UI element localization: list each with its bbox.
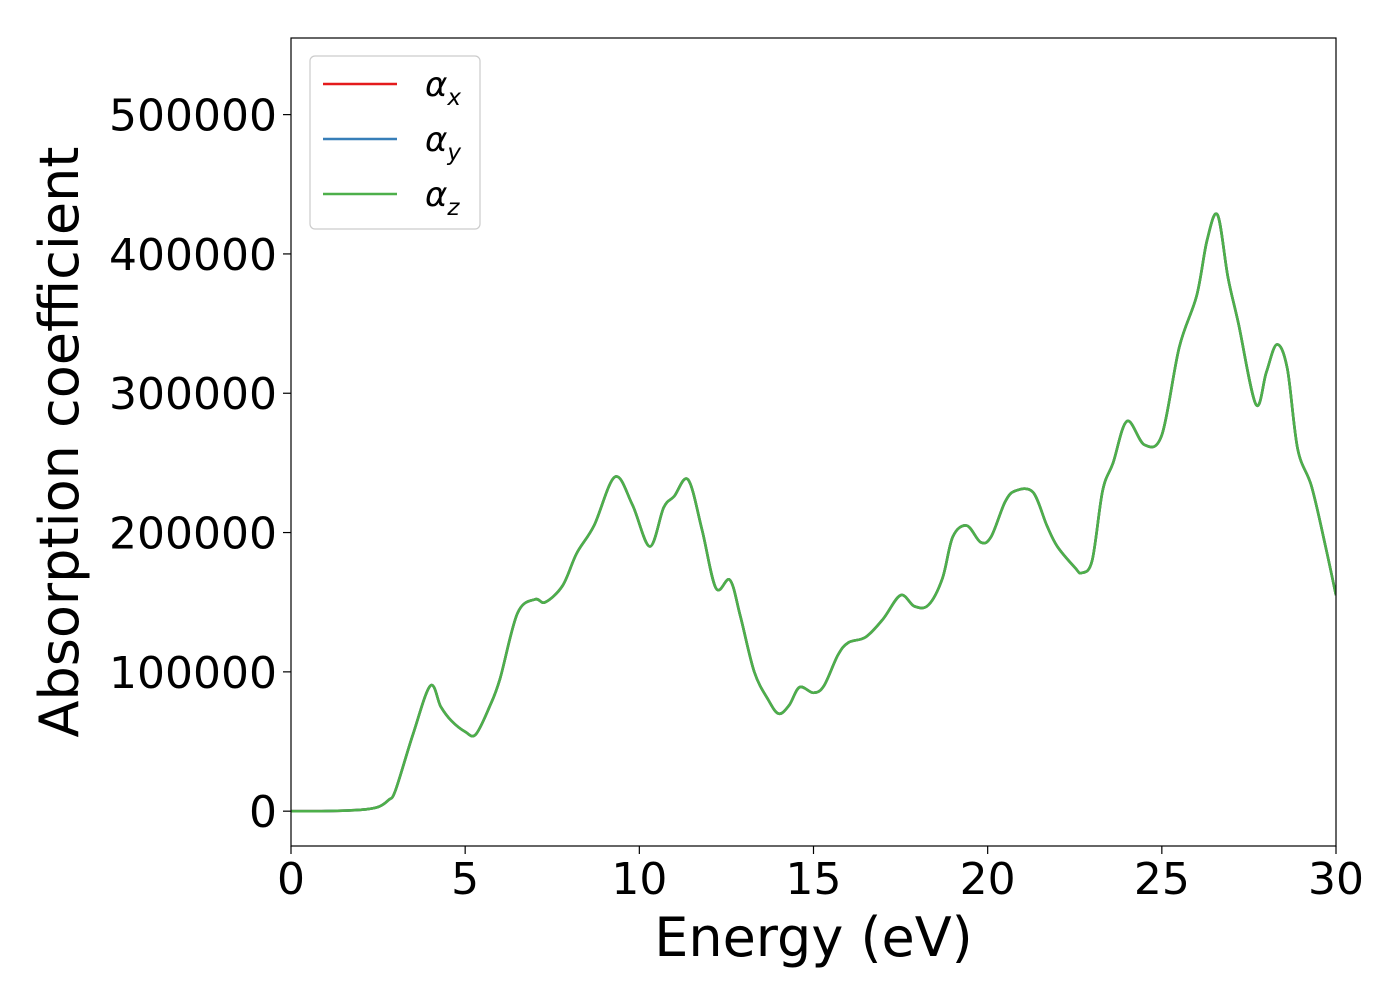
y-tick-label: 300000 (109, 369, 277, 420)
legend-box (309, 55, 481, 230)
series-line-3 (291, 212, 1336, 813)
legend-label: αx (425, 65, 461, 111)
series-line-2 (291, 212, 1336, 813)
x-tick-label: 30 (1308, 854, 1364, 905)
x-tick-label: 10 (611, 854, 667, 905)
x-tick-label: 0 (277, 854, 305, 905)
legend-label-base: α (425, 175, 447, 215)
x-tick-label: 15 (786, 854, 842, 905)
x-tick-label: 25 (1134, 854, 1190, 905)
series-line-1 (291, 212, 1336, 813)
y-tick-label: 200000 (109, 509, 277, 560)
legend-label: αz (425, 175, 460, 221)
y-tick-label: 500000 (109, 91, 277, 142)
y-tick-label: 100000 (109, 648, 277, 699)
legend-label-sub: y (446, 140, 461, 166)
legend-label-base: α (425, 65, 447, 105)
x-axis-title: Energy (eV) (654, 906, 973, 969)
y-axis: 0 100000 200000 300000 400000 500000 (109, 91, 291, 838)
y-axis-title: Absorption coefficient (28, 147, 91, 738)
legend-label-sub: z (446, 195, 460, 221)
x-tick-label: 5 (451, 854, 479, 905)
series-layer (291, 212, 1336, 813)
legend-label: αy (425, 120, 461, 166)
legend-label-sub: x (446, 85, 461, 111)
x-tick-label: 20 (960, 854, 1016, 905)
legend-label-base: α (425, 120, 447, 160)
y-tick-label: 400000 (109, 230, 277, 281)
y-tick-label: 0 (249, 787, 277, 838)
x-axis: 0 5 10 15 20 25 30 (277, 846, 1364, 905)
